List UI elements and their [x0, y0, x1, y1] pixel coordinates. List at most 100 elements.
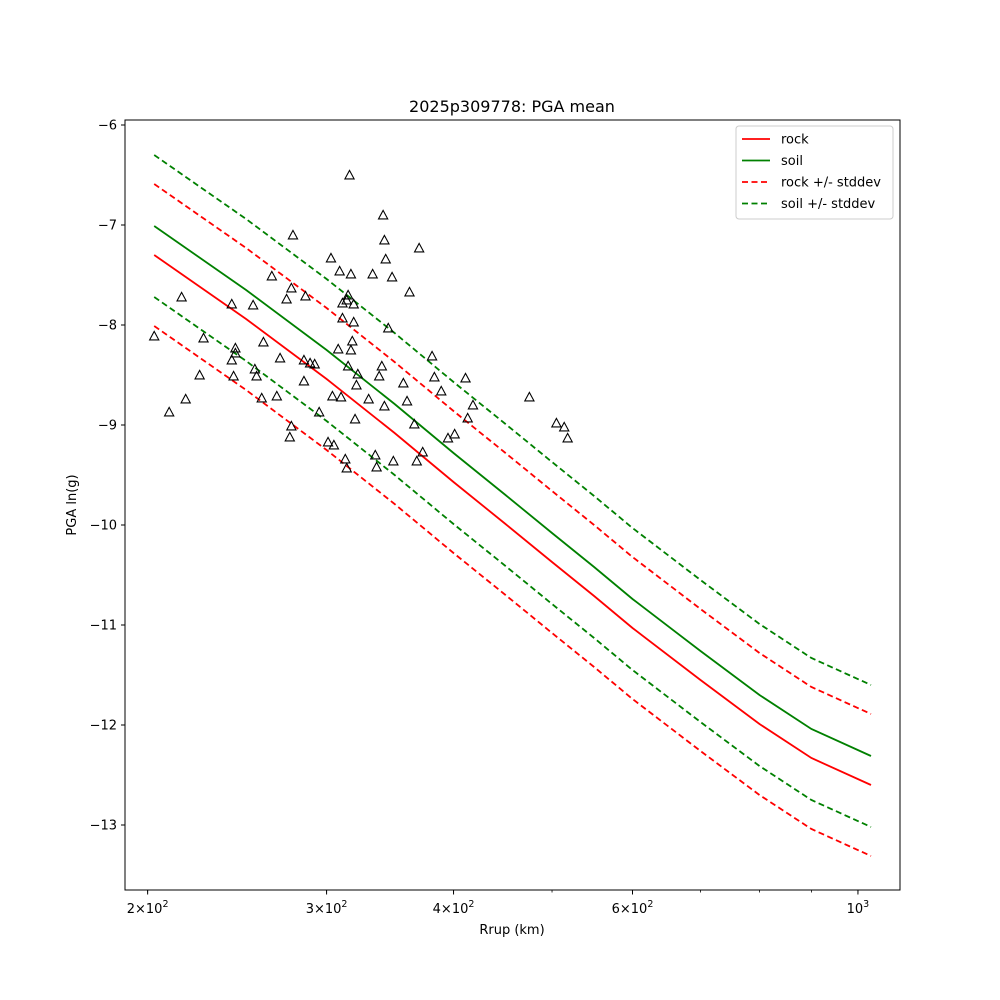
- observation-point: [326, 390, 338, 401]
- y-axis-label: PGA ln(g): [65, 474, 80, 535]
- x-tick-label: 2×102: [127, 899, 169, 917]
- x-tick-label: 4×102: [433, 899, 475, 917]
- observation-point: [309, 358, 321, 369]
- series-line-5: [153, 296, 872, 828]
- plot-frame: [124, 119, 901, 891]
- observation-point: [426, 350, 438, 361]
- observation-point: [435, 385, 447, 396]
- observation-point: [373, 370, 385, 381]
- observation-point: [313, 406, 325, 417]
- observation-point: [334, 265, 346, 276]
- x-tick-label: 103: [847, 899, 870, 917]
- observation-point: [467, 399, 479, 410]
- x-tick-label: 6×102: [612, 899, 654, 917]
- observation-point: [369, 449, 381, 460]
- observation-point: [459, 372, 472, 383]
- plot-area: [148, 154, 872, 857]
- observation-point: [194, 369, 206, 380]
- y-tick-label: −6: [98, 119, 117, 134]
- observation-point: [378, 234, 390, 245]
- observation-point: [345, 344, 357, 355]
- observation-point: [198, 332, 210, 343]
- observation-point: [378, 400, 390, 411]
- observation-point: [382, 322, 394, 333]
- x-axis-label: Rrup (km): [479, 923, 544, 938]
- observation-point: [163, 406, 175, 417]
- observation-point: [562, 432, 574, 443]
- observation-point: [336, 297, 348, 308]
- observation-point: [247, 299, 259, 310]
- observation-point: [341, 462, 353, 473]
- observation-point: [229, 347, 241, 358]
- observation-point: [229, 342, 241, 353]
- observation-point: [380, 253, 392, 264]
- observation-point: [371, 461, 383, 472]
- observation-point: [343, 169, 356, 180]
- observation-point: [523, 391, 535, 402]
- observation-point: [249, 363, 261, 374]
- observation-point: [325, 252, 337, 263]
- observation-point: [299, 290, 312, 301]
- observation-point: [285, 420, 297, 431]
- y-tick-label: −12: [90, 719, 117, 734]
- observation-point: [350, 379, 362, 390]
- legend-box: [735, 125, 894, 220]
- legend-label: soil: [781, 154, 803, 169]
- observation-point: [341, 294, 353, 305]
- legend-label: soil +/- stddev: [781, 197, 876, 212]
- observation-point: [417, 446, 429, 457]
- observation-point: [363, 393, 375, 404]
- series-line-1: [153, 225, 872, 757]
- series-line-2: [153, 183, 872, 715]
- series-line-3: [153, 325, 872, 857]
- observation-point: [342, 360, 354, 371]
- y-tick-label: −9: [98, 419, 117, 434]
- observation-point: [401, 395, 413, 406]
- observation-point: [251, 370, 263, 381]
- observation-point: [345, 268, 357, 279]
- observation-point: [226, 354, 238, 365]
- observation-point: [285, 282, 297, 293]
- observation-point: [287, 229, 299, 240]
- observation-point: [266, 270, 278, 281]
- observation-point: [176, 291, 188, 302]
- y-tick-label: −13: [90, 819, 117, 834]
- legend: rock soil rock +/- stddev soil +/- stddev: [735, 125, 894, 220]
- observation-point: [342, 289, 354, 300]
- observation-point: [332, 343, 344, 354]
- y-tick-label: −11: [90, 619, 117, 634]
- legend-label: rock: [781, 133, 809, 148]
- observation-point: [228, 370, 240, 381]
- observation-point: [413, 242, 425, 253]
- observation-point: [558, 421, 570, 432]
- observation-point: [408, 418, 420, 429]
- series-line-0: [153, 254, 872, 786]
- observation-point: [148, 330, 160, 341]
- observation-point: [256, 392, 268, 403]
- legend-label: rock +/- stddev: [781, 176, 881, 191]
- observation-point: [349, 413, 361, 424]
- observation-point: [298, 354, 310, 365]
- observation-point: [377, 209, 389, 220]
- observation-point: [403, 286, 416, 297]
- observation-point: [281, 293, 293, 304]
- observation-point: [367, 268, 379, 279]
- observation-point: [335, 391, 347, 402]
- observation-point: [226, 298, 238, 309]
- observation-point: [328, 439, 340, 450]
- y-tick-label: −10: [90, 519, 117, 534]
- observation-point: [550, 417, 562, 428]
- observation-point: [257, 336, 269, 347]
- observation-point: [339, 453, 351, 464]
- observation-point: [284, 431, 296, 442]
- observation-point: [386, 271, 398, 282]
- observation-point: [346, 335, 358, 346]
- y-tick-label: −8: [98, 319, 117, 334]
- observation-point: [411, 455, 423, 466]
- observation-point: [462, 412, 474, 423]
- observation-point: [348, 316, 360, 327]
- observation-point: [352, 368, 364, 379]
- observation-point: [449, 428, 461, 439]
- observation-point: [298, 375, 310, 386]
